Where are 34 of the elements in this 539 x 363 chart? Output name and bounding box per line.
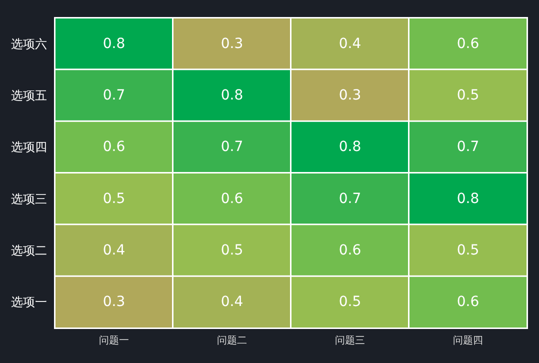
x-tick-label: 问题三 <box>335 334 365 346</box>
data-label: 0.5 <box>456 242 480 258</box>
data-label: 0.6 <box>456 294 480 310</box>
x-tick-label: 问题二 <box>217 334 247 346</box>
data-label: 0.4 <box>102 242 126 258</box>
data-label: 0.6 <box>456 36 480 52</box>
data-label: 0.5 <box>338 294 362 310</box>
data-label: 0.6 <box>102 139 126 156</box>
data-label: 0.3 <box>220 36 244 52</box>
data-label: 0.7 <box>338 190 362 207</box>
y-tick-label: 选项二 <box>11 244 47 258</box>
data-label: 0.7 <box>456 139 480 156</box>
data-label: 0.7 <box>102 88 126 104</box>
data-label: 0.5 <box>220 242 244 258</box>
data-label: 0.8 <box>456 190 480 207</box>
data-label: 0.3 <box>338 88 362 104</box>
x-tick-label: 问题一 <box>99 334 129 346</box>
data-label: 0.5 <box>102 190 126 207</box>
data-label: 0.5 <box>456 88 480 104</box>
data-label: 0.6 <box>220 190 244 207</box>
x-tick-label: 问题四 <box>453 334 483 346</box>
y-tick-label: 选项五 <box>11 88 47 102</box>
data-label: 0.3 <box>102 294 126 310</box>
data-label: 0.7 <box>220 139 244 156</box>
data-label: 0.8 <box>338 139 362 156</box>
data-label: 0.8 <box>102 36 126 52</box>
data-label: 0.4 <box>338 36 362 52</box>
data-label: 0.8 <box>220 88 244 104</box>
y-tick-label: 选项六 <box>11 36 47 51</box>
data-label: 0.6 <box>338 242 362 258</box>
data-label: 0.4 <box>220 294 244 310</box>
y-tick-label: 选项四 <box>11 140 47 154</box>
y-tick-label: 选项三 <box>11 192 47 206</box>
y-tick-label: 选项一 <box>11 295 47 310</box>
